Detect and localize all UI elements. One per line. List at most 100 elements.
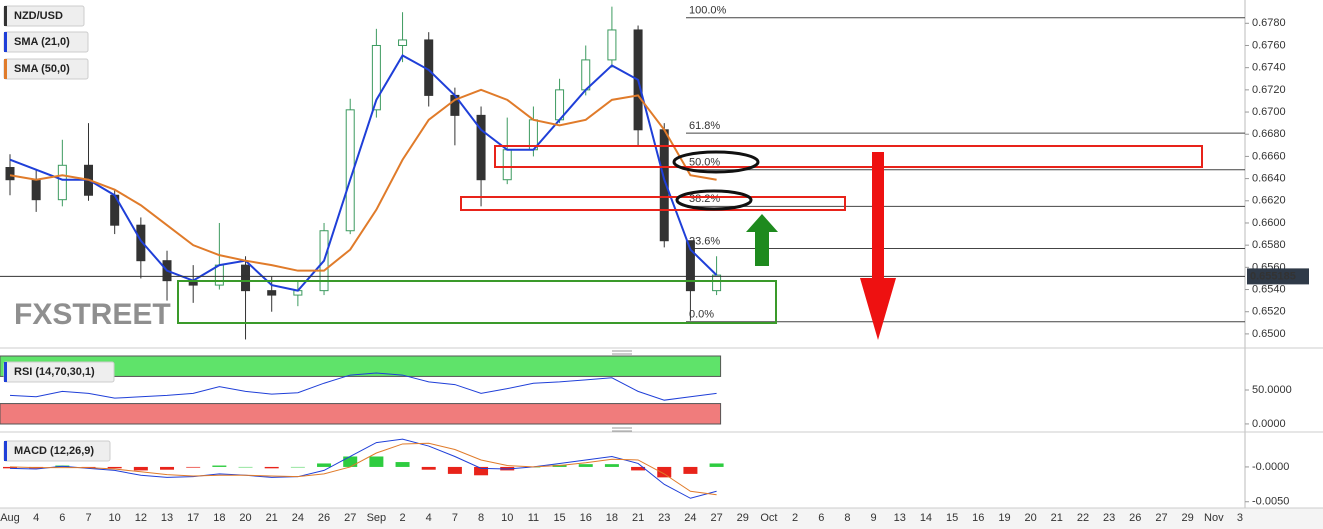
x-tick-label: Oct [760,512,777,524]
x-tick-label: 15 [553,512,565,524]
x-tick-label: 7 [85,512,91,524]
x-tick-label: 21 [266,512,278,524]
histogram-bar [604,464,619,467]
candle-body [476,114,486,181]
candle-body [685,240,695,292]
x-tick-label: 18 [606,512,618,524]
macd-line [9,438,717,499]
y-tick-label: -0.0000 [1252,461,1289,473]
histogram-bar [160,466,175,470]
candle-body [31,179,41,201]
x-tick-label: 4 [33,512,39,524]
y-tick-label: 0.6660 [1252,150,1286,162]
x-tick-label: 9 [871,512,877,524]
y-tick-label: 0.6520 [1252,306,1286,318]
histogram-bar [657,466,672,478]
histogram-bar [395,462,410,467]
candle-body [712,274,722,292]
x-tick-label: 2 [792,512,798,524]
rsi-label: RSI (14,70,30,1) [14,366,95,378]
macd-line [9,442,717,496]
y-tick-label: 0.6640 [1252,173,1286,185]
y-tick-label: -0.0050 [1252,496,1289,508]
resistance-box [460,196,846,211]
x-tick-label: 27 [344,512,356,524]
legend-label: SMA (21,0) [14,36,70,48]
candle-body [371,44,381,111]
legend-label: SMA (50,0) [14,63,70,75]
x-tick-label: 2 [399,512,405,524]
support-box [177,280,777,324]
histogram-bar [107,466,122,469]
y-tick-label: 0.6600 [1252,217,1286,229]
histogram-bar [133,466,148,471]
date-axis-strip [0,508,1323,529]
x-tick-label: 21 [1051,512,1063,524]
legend-swatch [4,362,7,382]
x-tick-label: 4 [426,512,432,524]
x-tick-label: 23 [658,512,670,524]
x-tick-label: 20 [239,512,251,524]
histogram-bar [238,466,253,468]
histogram-bar [369,456,384,467]
fib-label: 23.6% [689,235,720,247]
x-tick-label: 3 [1237,512,1243,524]
x-tick-label: 8 [478,512,484,524]
y-tick-label: 0.6620 [1252,195,1286,207]
x-tick-label: 29 [1182,512,1194,524]
up-arrow [746,214,778,266]
fib-label: 50.0% [689,157,720,169]
histogram-bar [709,463,724,467]
candle-body [136,224,146,262]
annotations [177,145,1203,432]
candle-body [502,149,512,181]
x-tick-label: 27 [710,512,722,524]
macd-label: MACD (12,26,9) [14,445,94,457]
y-tick-label: 0.6720 [1252,84,1286,96]
x-tick-label: 18 [213,512,225,524]
x-tick-label: 10 [109,512,121,524]
x-tick-label: 16 [580,512,592,524]
resistance-box [494,145,1203,168]
x-tick-label: 10 [501,512,513,524]
x-tick-label: 26 [1129,512,1141,524]
highlight-ellipse [675,189,753,211]
x-tick-label: 8 [844,512,850,524]
x-tick-label: 6 [59,512,65,524]
y-tick-label: 0.6740 [1252,62,1286,74]
histogram-bar [474,466,489,476]
legend-swatch [4,59,7,79]
fib-label: 100.0% [689,5,727,17]
y-tick-label: 50.0000 [1252,384,1292,396]
histogram-bar [447,466,462,474]
watermark: FXSTREET [14,298,171,331]
x-tick-label: 16 [972,512,984,524]
histogram-bar [264,466,279,469]
x-tick-label: 24 [292,512,304,524]
x-tick-label: 11 [528,512,539,524]
candle-body [214,264,224,286]
candle-body [241,264,251,292]
histogram-bar [317,463,332,467]
x-tick-label: 24 [684,512,696,524]
fib-label: 38.2% [689,193,720,205]
x-tick-label: 22 [1077,512,1089,524]
x-tick-label: 26 [318,512,330,524]
histogram-bar [683,466,698,474]
down-arrow [860,152,896,340]
candle-body [5,167,15,181]
y-tick-label: 0.0000 [1252,418,1286,430]
candle-body [267,290,277,296]
histogram-bar [631,466,646,471]
y-tick-label: 0.6700 [1252,106,1286,118]
histogram-bar [578,464,593,467]
sma-line [9,88,717,272]
symbol-label: NZD/USD [14,10,63,22]
histogram-bar [186,466,201,468]
x-tick-label: 6 [818,512,824,524]
x-tick-label: 13 [161,512,173,524]
x-tick-label: 17 [187,512,199,524]
